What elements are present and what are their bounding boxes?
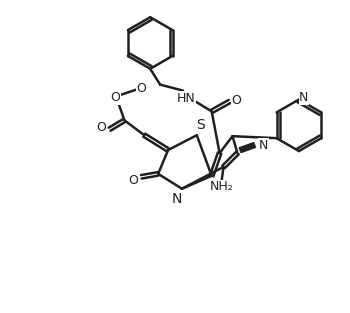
- Text: O: O: [136, 82, 146, 95]
- Text: N: N: [299, 91, 309, 104]
- Text: O: O: [231, 94, 242, 107]
- Text: O: O: [128, 174, 138, 187]
- Text: NH₂: NH₂: [210, 180, 233, 193]
- Text: N: N: [259, 139, 268, 151]
- Text: N: N: [172, 192, 182, 206]
- Text: O: O: [97, 121, 107, 134]
- Text: S: S: [196, 118, 205, 132]
- Text: O: O: [111, 91, 120, 104]
- Text: HN: HN: [176, 92, 195, 105]
